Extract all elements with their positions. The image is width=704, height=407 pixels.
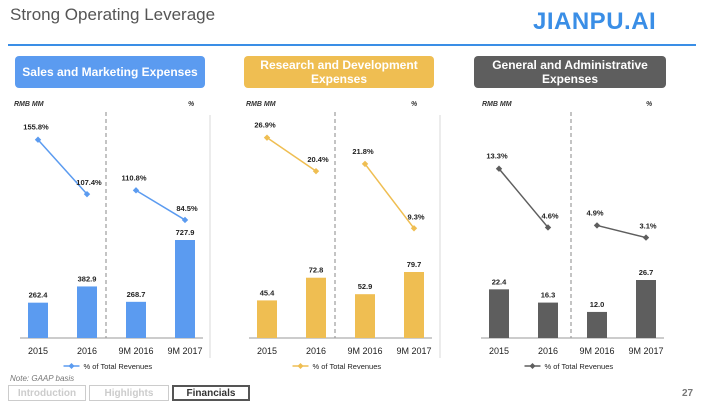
x-tick-label: 2016	[306, 346, 326, 356]
header-divider	[8, 44, 696, 46]
bar-value-label: 22.4	[492, 277, 507, 286]
pct-marker	[263, 134, 271, 141]
axis-label-pct: %	[188, 101, 195, 108]
x-tick-label: 9M 2016	[579, 346, 614, 356]
x-tick-label: 2015	[489, 346, 509, 356]
bar-value-label: 12.0	[590, 300, 605, 309]
x-tick-label: 9M 2016	[118, 346, 153, 356]
section-tabs: Introduction Highlights Financials	[8, 385, 250, 401]
bar	[538, 302, 558, 338]
pct-line-segment	[37, 139, 88, 195]
bar	[306, 277, 326, 338]
bar	[28, 302, 48, 338]
panel-header-rnd: Research and Development Expenses	[244, 56, 434, 88]
pct-value-label: 155.8%	[23, 123, 49, 132]
pct-marker	[34, 136, 42, 143]
pct-line-segment	[498, 168, 549, 228]
bar-value-label: 382.9	[78, 274, 97, 283]
x-tick-label: 9M 2017	[167, 346, 202, 356]
pct-value-label: 110.8%	[121, 173, 146, 182]
bar	[636, 280, 656, 338]
bar	[355, 294, 375, 338]
pct-value-label: 21.8%	[352, 147, 374, 156]
x-tick-label: 2015	[28, 346, 48, 356]
bar-value-label: 16.3	[541, 291, 556, 300]
axis-label-rmb: RMB MM	[482, 101, 512, 108]
bar-value-label: 79.7	[407, 260, 422, 269]
bar	[404, 272, 424, 338]
pct-value-label: 13.3%	[486, 152, 508, 161]
page-number: 27	[682, 388, 694, 399]
pct-value-label: 26.9%	[254, 121, 276, 130]
pct-marker	[544, 224, 552, 231]
pct-line-segment	[135, 189, 186, 221]
x-tick-label: 9M 2017	[628, 346, 663, 356]
pct-line-segment	[364, 163, 415, 229]
bar-value-label: 52.9	[358, 282, 373, 291]
bar-value-label: 26.7	[639, 268, 654, 277]
bar	[489, 289, 509, 338]
pct-marker	[83, 190, 91, 198]
axis-label-rmb: RMB MM	[14, 101, 44, 108]
pct-value-label: 9.3%	[407, 212, 424, 221]
axis-label-pct: %	[646, 101, 653, 108]
bar-value-label: 727.9	[176, 228, 195, 237]
bar-value-label: 45.4	[260, 288, 275, 297]
page-title: Strong Operating Leverage	[10, 5, 216, 24]
legend-label: % of Total Revenues	[84, 362, 153, 371]
x-tick-label: 2015	[257, 346, 277, 356]
bar-value-label: 72.8	[309, 266, 324, 275]
pct-marker	[312, 167, 320, 175]
legend-marker	[297, 363, 304, 369]
legend-marker	[529, 363, 536, 369]
bar	[587, 311, 607, 338]
pct-marker	[132, 187, 140, 194]
pct-value-label: 3.1%	[639, 222, 656, 231]
bar-value-label: 268.7	[127, 290, 146, 299]
x-tick-label: 9M 2017	[396, 346, 431, 356]
bar-value-label: 262.4	[29, 291, 49, 300]
x-tick-label: 9M 2016	[347, 346, 382, 356]
company-logo: JIANPU.AI	[533, 8, 657, 35]
tab-highlights[interactable]: Highlights	[89, 385, 169, 401]
x-tick-label: 2016	[538, 346, 558, 356]
pct-line-segment	[596, 224, 647, 239]
pct-marker	[181, 216, 189, 224]
pct-value-label: 84.5%	[176, 204, 198, 213]
x-tick-label: 2016	[77, 346, 97, 356]
axis-label-rmb: RMB MM	[246, 101, 276, 108]
pct-marker	[642, 234, 650, 241]
legend-label: % of Total Revenues	[313, 362, 382, 371]
axis-label-pct: %	[411, 101, 418, 108]
legend-label: % of Total Revenues	[545, 362, 614, 371]
pct-marker	[361, 160, 369, 168]
bar	[257, 300, 277, 338]
bar	[77, 286, 97, 338]
pct-value-label: 4.6%	[541, 211, 558, 220]
tab-introduction[interactable]: Introduction	[8, 385, 86, 401]
pct-marker	[410, 225, 418, 232]
legend-marker	[68, 363, 75, 369]
footnote: Note: GAAP basis	[10, 374, 75, 383]
pct-value-label: 20.4%	[307, 155, 329, 164]
bar	[175, 240, 195, 338]
tab-financials[interactable]: Financials	[172, 385, 250, 401]
pct-line-segment	[266, 137, 317, 172]
panel-header-ga: General and Administrative Expenses	[474, 56, 666, 88]
panel-header-sales: Sales and Marketing Expenses	[15, 56, 205, 88]
pct-marker	[495, 165, 503, 172]
bar	[126, 301, 146, 338]
pct-value-label: 4.9%	[586, 208, 603, 217]
pct-value-label: 107.4%	[76, 178, 102, 187]
pct-marker	[593, 222, 601, 229]
